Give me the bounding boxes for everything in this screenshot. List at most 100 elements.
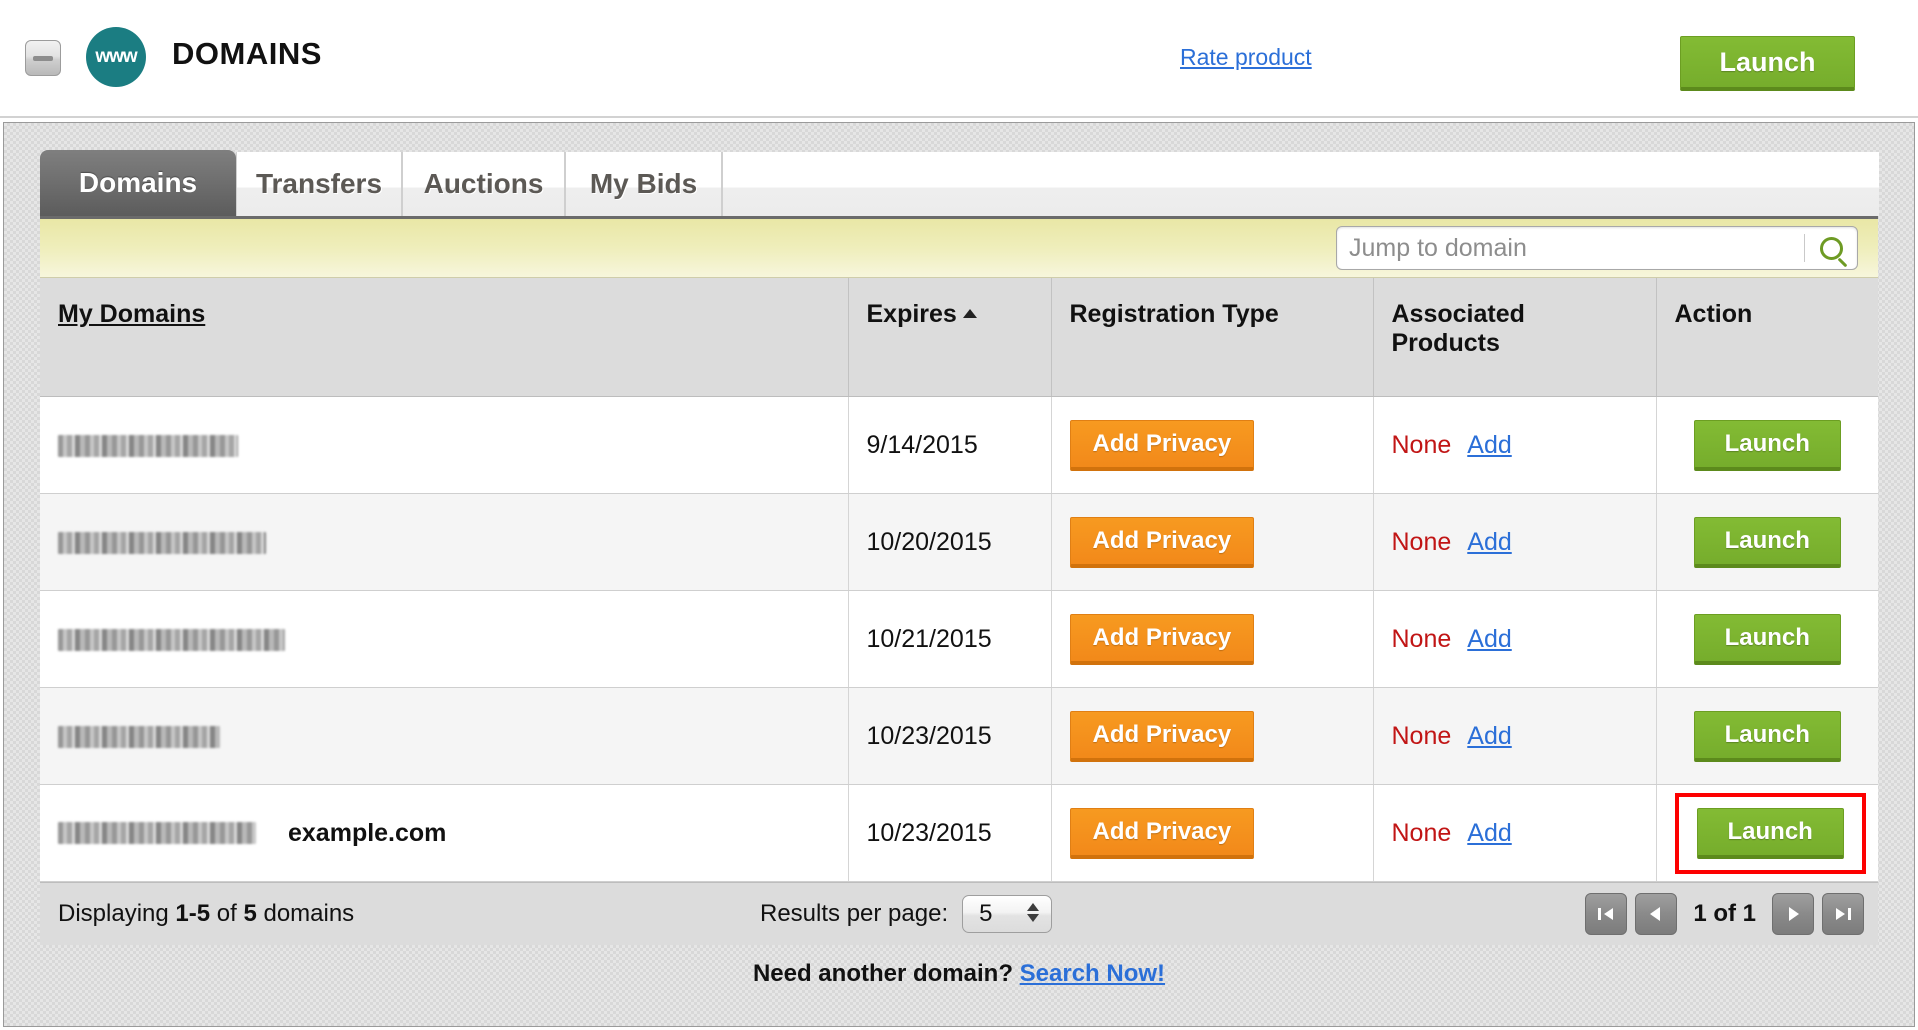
header-launch-button[interactable]: Launch (1680, 36, 1855, 91)
displaying-prefix: Displaying (58, 900, 176, 927)
launch-button[interactable]: Launch (1693, 516, 1841, 568)
search-separator (1804, 234, 1805, 262)
associated-products-value: None (1391, 527, 1452, 556)
rate-product-link[interactable]: Rate product (1180, 44, 1312, 70)
add-product-link[interactable]: Add (1467, 721, 1512, 750)
cell-associated-products: None Add (1373, 590, 1657, 688)
domains-card: My Domains Expires Registration Type Ass… (40, 216, 1878, 945)
displaying-summary: Displaying 1-5 of 5 domains (58, 900, 354, 928)
pagination-control: 1 of 1 (1585, 893, 1864, 935)
tab-my-bids[interactable]: My Bids (565, 152, 722, 216)
associated-products-value: None (1391, 430, 1452, 459)
add-privacy-button[interactable]: Add Privacy (1069, 710, 1255, 762)
add-privacy-button[interactable]: Add Privacy (1069, 613, 1255, 665)
column-header-expires-label: Expires (866, 300, 957, 328)
results-per-page-label: Results per page: (760, 900, 949, 927)
cell-associated-products: None Add (1373, 493, 1657, 591)
results-per-page-value: 5 (979, 900, 993, 927)
search-now-link[interactable]: Search Now! (1019, 960, 1166, 987)
add-product-link[interactable]: Add (1467, 527, 1512, 556)
launch-button[interactable]: Launch (1693, 419, 1841, 471)
need-another-domain-cta: Need another domain? Search Now! (0, 960, 1918, 988)
cell-action: Launch (1656, 687, 1878, 785)
add-product-link[interactable]: Add (1467, 624, 1512, 653)
displaying-suffix: domains (256, 900, 355, 927)
column-header-registration-type[interactable]: Registration Type (1051, 278, 1374, 397)
highlight-annotation: Launch (1674, 792, 1866, 874)
tab-auctions[interactable]: Auctions (402, 152, 565, 216)
www-logo-icon: www (86, 27, 146, 87)
cell-action: Launch (1656, 493, 1878, 591)
redacted-domain-name (58, 434, 238, 457)
table-row: 9/14/2015 Add Privacy None Add Launch (40, 396, 1878, 494)
launch-button[interactable]: Launch (1693, 710, 1841, 762)
page-title: DOMAINS (172, 36, 322, 71)
displaying-range: 1-5 (175, 900, 211, 927)
column-header-action-label: Action (1674, 300, 1753, 328)
first-page-icon[interactable] (1585, 893, 1628, 935)
redacted-domain-name (58, 725, 220, 748)
table-header-row: My Domains Expires Registration Type Ass… (40, 278, 1878, 397)
add-privacy-button[interactable]: Add Privacy (1069, 516, 1255, 568)
launch-button[interactable]: Launch (1693, 613, 1841, 665)
magnifier-glyph (1819, 236, 1843, 260)
column-header-expires[interactable]: Expires (848, 278, 1052, 397)
redacted-domain-name (58, 531, 266, 554)
need-another-domain-text: Need another domain? (752, 960, 1020, 987)
cell-domain-name[interactable] (40, 590, 849, 688)
associated-products-value: None (1391, 721, 1452, 750)
table-row: 10/21/2015 Add Privacy None Add Launch (40, 590, 1878, 688)
chevron-down-icon (1027, 914, 1040, 922)
add-product-link[interactable]: Add (1467, 818, 1512, 847)
cell-registration-type: Add Privacy (1051, 396, 1374, 494)
www-logo-text: www (95, 46, 137, 67)
cell-expires: 10/20/2015 (848, 493, 1052, 591)
tab-domains[interactable]: Domains (40, 150, 236, 216)
minus-icon-bar (33, 56, 53, 61)
cell-registration-type: Add Privacy (1051, 590, 1374, 688)
jump-to-domain-search-box[interactable] (1336, 226, 1858, 270)
prev-page-icon[interactable] (1635, 893, 1678, 935)
minus-icon[interactable] (25, 40, 61, 76)
launch-button[interactable]: Launch (1696, 807, 1844, 859)
results-per-page-select[interactable]: 5 (962, 895, 1053, 933)
table-row: 10/23/2015 Add Privacy None Add Launch (40, 687, 1878, 785)
chevron-up-icon (1027, 903, 1040, 911)
results-per-page-control: Results per page: 5 (760, 895, 1053, 933)
cell-domain-name[interactable] (40, 396, 849, 494)
next-page-icon[interactable] (1772, 893, 1814, 935)
cell-action: Launch (1656, 784, 1878, 882)
column-header-associated-products-line2: Products (1391, 329, 1500, 357)
column-header-associated-products[interactable]: Associated Products (1373, 278, 1657, 397)
associated-products-value: None (1391, 624, 1452, 653)
cell-associated-products: None Add (1373, 784, 1657, 882)
column-header-my-domains-label[interactable]: My Domains (58, 300, 206, 328)
search-icon[interactable] (1805, 227, 1857, 269)
cell-domain-name[interactable] (40, 687, 849, 785)
cell-domain-name[interactable]: example.com (40, 784, 849, 882)
displaying-middle: of (210, 900, 244, 927)
column-header-associated-products-line1: Associated (1391, 300, 1525, 328)
tab-bar-filler (722, 152, 1879, 216)
domains-table-body: 9/14/2015 Add Privacy None Add Launch (40, 396, 1878, 882)
domain-name-label: example.com (288, 818, 447, 847)
domains-table: My Domains Expires Registration Type Ass… (40, 278, 1878, 882)
cell-registration-type: Add Privacy (1051, 493, 1374, 591)
search-input[interactable] (1337, 233, 1804, 263)
tab-transfers[interactable]: Transfers (236, 152, 402, 216)
cell-action: Launch (1656, 590, 1878, 688)
column-header-my-domains[interactable]: My Domains (40, 278, 849, 397)
cell-registration-type: Add Privacy (1051, 784, 1374, 882)
table-footer: Displaying 1-5 of 5 domains Results per … (40, 882, 1878, 945)
column-header-registration-type-label: Registration Type (1069, 300, 1279, 328)
sort-ascending-icon (962, 309, 977, 318)
add-privacy-button[interactable]: Add Privacy (1069, 419, 1255, 471)
redacted-domain-name (58, 822, 256, 845)
column-header-action[interactable]: Action (1656, 278, 1878, 397)
add-product-link[interactable]: Add (1467, 430, 1512, 459)
add-privacy-button[interactable]: Add Privacy (1069, 807, 1255, 859)
cell-registration-type: Add Privacy (1051, 687, 1374, 785)
last-page-icon[interactable] (1822, 893, 1864, 935)
cell-domain-name[interactable] (40, 493, 849, 591)
